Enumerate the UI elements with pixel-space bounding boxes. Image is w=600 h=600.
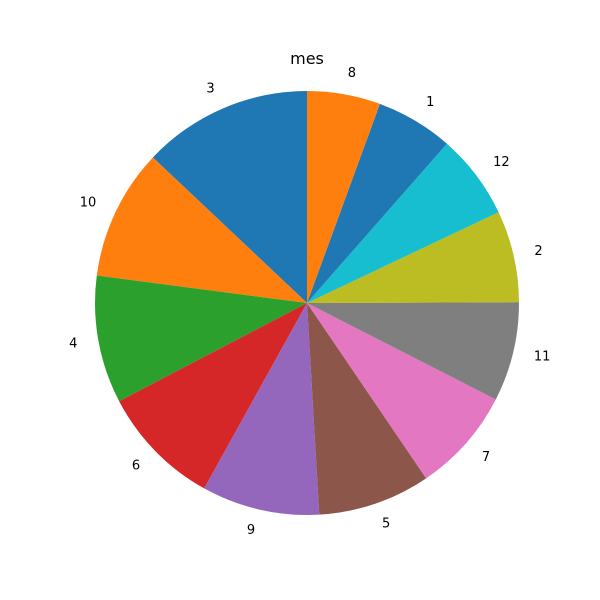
pie-slice-2: [307, 212, 519, 303]
pie-slice-5: [307, 303, 427, 515]
pie-slice-6: [119, 303, 307, 489]
pie-slice-7: [307, 303, 496, 479]
pie-label-7: 7: [482, 450, 490, 465]
pie-slice-10: [96, 157, 307, 303]
pie-label-9: 9: [247, 523, 255, 538]
pie-slice-8: [307, 91, 380, 303]
pie-slice-1: [307, 103, 447, 303]
pie-label-11: 11: [534, 350, 551, 365]
pie-label-1: 1: [426, 95, 434, 110]
pie-slice-4: [95, 275, 307, 402]
pie-slice-11: [307, 302, 520, 400]
pie-label-10: 10: [80, 195, 97, 210]
chart-title: mes: [290, 49, 324, 68]
pie-label-4: 4: [69, 336, 77, 351]
pie-label-2: 2: [534, 244, 542, 259]
pie-label-12: 12: [493, 155, 510, 170]
pie-slice-12: [307, 143, 499, 303]
pie-labels: 3 10 4 6 9 5 7 11 2 12 1 8: [69, 66, 550, 538]
pie-label-8: 8: [348, 66, 356, 81]
pie-label-6: 6: [132, 458, 140, 473]
pie-slice-3: [152, 91, 307, 303]
pie-slice-9: [204, 303, 320, 515]
pie-label-5: 5: [382, 516, 390, 531]
pie-label-3: 3: [206, 81, 214, 96]
pie-slices: [95, 91, 520, 515]
